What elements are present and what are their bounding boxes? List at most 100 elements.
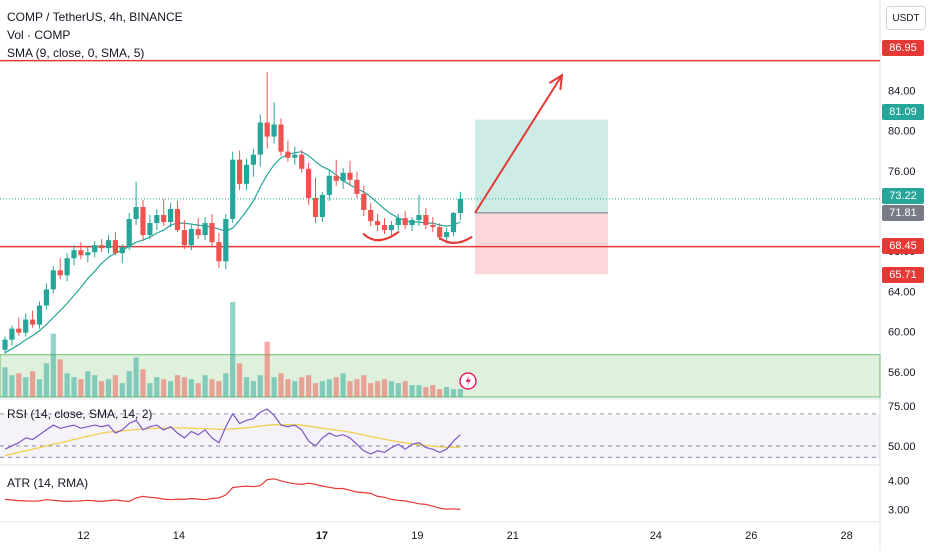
candle-body xyxy=(326,175,332,195)
volume-bar xyxy=(209,379,215,397)
volume-bar xyxy=(147,383,153,397)
candle-body xyxy=(257,122,263,155)
candle-body xyxy=(430,225,436,228)
rsi-band xyxy=(0,413,880,459)
candle-body xyxy=(85,252,91,256)
currency-selector-button[interactable]: USDT xyxy=(886,6,926,30)
volume-bar xyxy=(195,383,201,397)
candle-body xyxy=(92,245,98,253)
entry-price-tag: 71.81 xyxy=(882,205,924,221)
candle-body xyxy=(154,215,160,224)
candle-body xyxy=(423,215,429,226)
volume-bar xyxy=(154,377,160,397)
volume-bar xyxy=(112,375,118,397)
candle-body xyxy=(202,223,208,236)
candle-body xyxy=(16,328,22,333)
volume-bar xyxy=(299,377,305,397)
volume-bar xyxy=(416,385,422,397)
rsi-legend[interactable]: RSI (14, close, SMA, 14, 2) xyxy=(7,407,153,421)
candle-body xyxy=(147,223,153,236)
target-zone xyxy=(475,119,608,213)
last-price-tag: 73.22 xyxy=(882,188,924,204)
volume-bar xyxy=(264,341,270,397)
volume-bar xyxy=(36,379,43,397)
volume-bar xyxy=(409,385,415,397)
volume-bar xyxy=(30,371,36,397)
candle-body xyxy=(9,328,15,340)
bottom-annotation-curve xyxy=(362,231,400,242)
candle-body xyxy=(285,151,291,158)
candle-body xyxy=(333,175,339,181)
volume-bar xyxy=(16,373,22,397)
candle-body xyxy=(112,240,118,254)
price-tick-label: 84.00 xyxy=(888,85,916,97)
candle-body xyxy=(368,209,374,222)
time-tick-label: 26 xyxy=(745,530,757,542)
volume-bar xyxy=(50,333,56,397)
atr-legend[interactable]: ATR (14, RMA) xyxy=(7,476,89,490)
volume-bar xyxy=(395,383,401,397)
time-tick-label: 24 xyxy=(650,530,662,542)
volume-bar xyxy=(257,375,263,397)
volume-legend[interactable]: Vol · COMP xyxy=(7,28,71,42)
candle-body xyxy=(437,227,443,238)
candle-body xyxy=(319,194,325,218)
candle-body xyxy=(161,215,167,223)
candle-body xyxy=(133,206,139,220)
volume-bar xyxy=(250,381,256,397)
volume-bar xyxy=(85,371,91,397)
candle-body xyxy=(347,172,353,180)
candle-body xyxy=(2,339,8,350)
volume-bar xyxy=(319,381,325,397)
volume-bar xyxy=(140,369,146,397)
volume-bar xyxy=(306,375,312,397)
volume-bar xyxy=(99,381,105,397)
candle-body xyxy=(64,258,70,276)
target-price-tag: 81.09 xyxy=(882,104,924,120)
volume-bar xyxy=(437,389,443,397)
candle-body xyxy=(168,208,174,223)
volume-bar xyxy=(202,375,208,397)
candle-body xyxy=(271,124,277,137)
atr-tick-label: 3.00 xyxy=(888,505,909,517)
sma-legend[interactable]: SMA (9, close, 0, SMA, 5) xyxy=(7,46,145,60)
stop-zone xyxy=(475,212,608,275)
candle-body xyxy=(57,270,63,276)
time-tick-label: 19 xyxy=(411,530,423,542)
volume-bar xyxy=(402,381,408,397)
volume-bar xyxy=(368,383,374,397)
candle-body xyxy=(78,250,84,256)
sma-line xyxy=(4,151,461,354)
candle-body xyxy=(99,245,105,249)
candle-body xyxy=(71,250,77,259)
volume-bar xyxy=(237,363,243,397)
candle-body xyxy=(195,229,201,236)
volume-bar xyxy=(354,379,360,397)
symbol-title[interactable]: COMP / TetherUS, 4h, BINANCE xyxy=(7,10,183,24)
candle-body xyxy=(264,122,270,137)
volume-bar xyxy=(388,381,394,397)
volume-bar xyxy=(9,375,15,397)
candle-body xyxy=(278,124,284,152)
volume-bar xyxy=(126,371,132,397)
volume-bar xyxy=(2,367,8,397)
volume-bar xyxy=(71,377,77,397)
candle-body xyxy=(450,212,457,233)
volume-bar xyxy=(230,302,236,397)
candle-body xyxy=(395,218,401,226)
candle-body xyxy=(457,198,463,213)
volume-bar xyxy=(92,375,98,397)
volume-bar xyxy=(285,379,291,397)
candle-body xyxy=(23,319,29,333)
candle-body xyxy=(43,289,49,306)
candle-body xyxy=(402,218,408,226)
candle-body xyxy=(119,247,125,254)
volume-bar xyxy=(312,383,319,397)
time-tick-label: 14 xyxy=(173,530,185,542)
volume-bar xyxy=(340,373,346,397)
volume-bar xyxy=(43,363,49,397)
volume-bar xyxy=(333,377,339,397)
candle-body xyxy=(354,179,360,194)
